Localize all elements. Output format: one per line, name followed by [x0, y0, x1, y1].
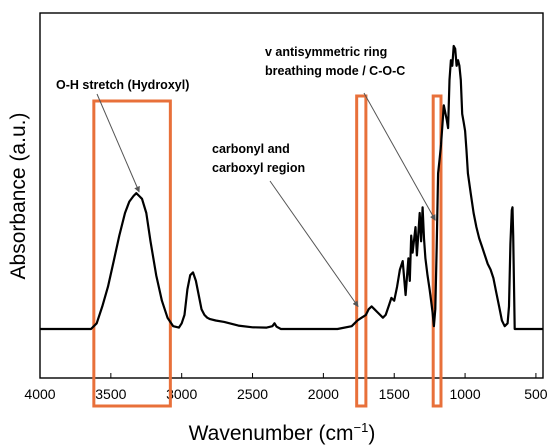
x-axis-title-close: ) [368, 422, 375, 445]
x-axis-title-sup: −1 [354, 420, 369, 435]
annotation-arrow [269, 180, 359, 308]
x-tick-label: 2000 [308, 386, 339, 402]
x-tick-label: 1500 [379, 386, 410, 402]
x-axis-title-main: Wavenumber (cm [189, 422, 354, 445]
highlight-box [431, 94, 443, 408]
annotation-ring-breathing: v antisymmetric ring breathing mode / C-… [265, 45, 405, 78]
highlight-boxes [92, 94, 443, 408]
annotation-carbonyl: carbonyl and carboxyl region [212, 142, 305, 175]
annotation-arrow [363, 92, 436, 221]
annotation-arrows [96, 92, 436, 308]
x-tick-label: 4000 [24, 386, 55, 402]
annotation-oh-stretch: O-H stretch (Hydroxyl) [56, 78, 189, 92]
highlight-box [92, 99, 172, 408]
plot-frame [39, 12, 544, 379]
y-axis-title: Absorbance (a.u.) [7, 113, 30, 280]
annotation-arrow [96, 93, 140, 193]
x-tick-label: 2500 [237, 386, 268, 402]
x-ticks: 4000 3500 3000 2500 2000 1500 1000 500 [24, 373, 548, 402]
highlight-box [355, 94, 368, 408]
x-tick-label: 500 [524, 386, 548, 402]
x-tick-label: 3000 [166, 386, 197, 402]
spectrum-line [40, 44, 543, 331]
x-tick-label: 3500 [95, 386, 126, 402]
x-axis-title: Wavenumber (cm−1) [189, 420, 376, 445]
x-tick-label: 1000 [449, 386, 480, 402]
